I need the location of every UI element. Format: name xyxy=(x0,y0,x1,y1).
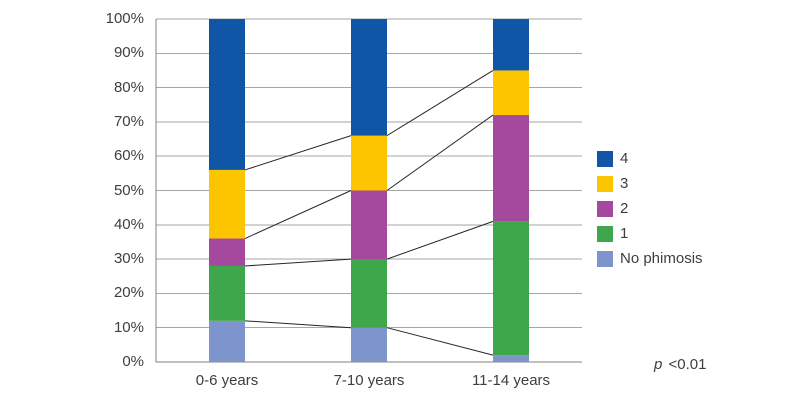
connector-line-3 xyxy=(386,70,494,137)
connector-line-no-phimosis xyxy=(244,320,352,329)
p-symbol: p xyxy=(654,356,663,373)
bar-segment-0-6-years-1 xyxy=(209,265,245,321)
bar-segment-7-10-years-no-phimosis xyxy=(351,327,387,362)
y-tick-label-70: 70% xyxy=(113,112,144,130)
legend-item-3: 3 xyxy=(597,176,703,192)
bar-segment-11-14-years-no-phimosis xyxy=(493,355,529,362)
bar-segment-7-10-years-3 xyxy=(351,135,387,191)
connector-line-3 xyxy=(244,135,352,171)
bar-segment-7-10-years-1 xyxy=(351,259,387,328)
legend-swatch-icon-2 xyxy=(597,201,613,217)
connector-line-1 xyxy=(244,258,352,267)
legend-label-1: 1 xyxy=(620,225,629,242)
bar-segment-7-10-years-4 xyxy=(351,19,387,136)
connector-line-no-phimosis xyxy=(386,327,494,356)
y-tick-label-10: 10% xyxy=(113,318,144,336)
y-tick-label-0: 0% xyxy=(122,353,144,370)
legend-swatch-icon-1 xyxy=(597,226,613,242)
connector-line-1 xyxy=(386,220,494,260)
legend-label-2: 2 xyxy=(620,200,629,217)
bar-segment-11-14-years-2 xyxy=(493,115,529,222)
connector-line-2 xyxy=(244,190,352,239)
legend-item-4: 4 xyxy=(597,151,703,167)
bar-segment-0-6-years-3 xyxy=(209,169,245,239)
y-tick-label-50: 50% xyxy=(113,181,144,199)
y-tick-label-60: 60% xyxy=(113,147,144,165)
p-value-annotation: p <0.01 xyxy=(654,356,706,373)
y-tick-label-100: 100% xyxy=(105,10,144,27)
y-tick-label-40: 40% xyxy=(113,215,144,233)
y-tick-label-30: 30% xyxy=(113,250,144,268)
legend-label-no-phimosis: No phimosis xyxy=(620,250,703,267)
legend-item-1: 1 xyxy=(597,226,703,242)
x-category-label-0-6-years: 0-6 years xyxy=(195,372,259,389)
bar-segment-11-14-years-4 xyxy=(493,19,529,71)
legend-swatch-icon-4 xyxy=(597,151,613,167)
legend-swatch-icon-no-phimosis xyxy=(597,251,613,267)
y-tick-label-90: 90% xyxy=(113,44,144,62)
y-tick-label-20: 20% xyxy=(113,284,144,302)
legend-label-4: 4 xyxy=(620,150,629,167)
x-category-label-7-10-years: 7-10 years xyxy=(333,372,405,389)
bar-segment-0-6-years-2 xyxy=(209,238,245,266)
legend-swatch-icon-3 xyxy=(597,176,613,192)
bar-segment-0-6-years-no-phimosis xyxy=(209,320,245,362)
legend-item-no-phimosis: No phimosis xyxy=(597,251,703,267)
connector-line-2 xyxy=(386,114,494,191)
bar-segment-0-6-years-4 xyxy=(209,19,245,170)
x-category-label-11-14-years: 11-14 years xyxy=(471,372,551,389)
chart-legend: 4 3 2 1 No phimosis xyxy=(597,151,703,276)
bar-segment-11-14-years-3 xyxy=(493,70,529,116)
legend-label-3: 3 xyxy=(620,175,629,192)
bar-segment-11-14-years-1 xyxy=(493,221,529,356)
y-tick-label-80: 80% xyxy=(113,78,144,96)
legend-item-2: 2 xyxy=(597,201,703,217)
bar-segment-7-10-years-2 xyxy=(351,190,387,260)
p-value: <0.01 xyxy=(668,356,707,373)
